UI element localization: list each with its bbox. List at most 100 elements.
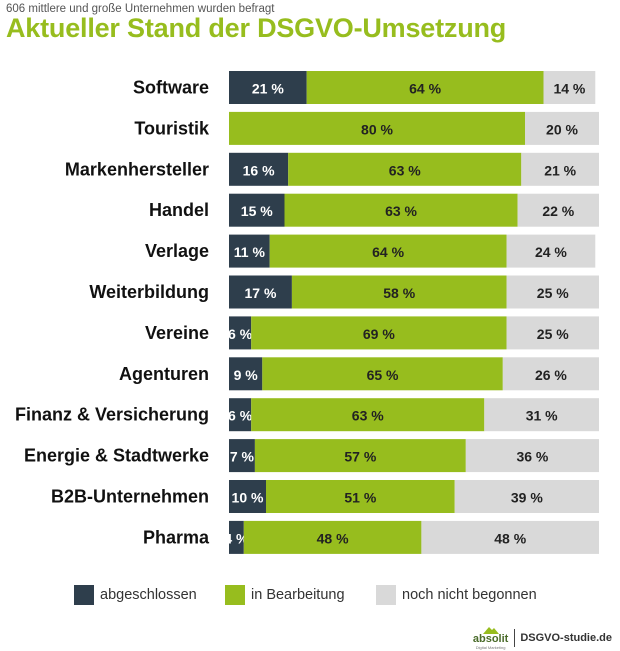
bar-energie-und-stadtwerke-in-bearbeitung [254,439,466,473]
bar-finanz-und-versicherung-noch-nicht-begonnen [484,398,599,432]
legend-swatch-in-bearbeitung [225,585,245,605]
value-label-software-noch-nicht-begonnen: 14 % [553,81,585,97]
bar-handel-noch-nicht-begonnen [517,193,599,227]
legend-item-in-bearbeitung: in Bearbeitung [225,585,345,605]
stacked-bar-chart: Software 21 % 64 % 14 % Touristik 80 % 20 % Mar… [15,71,599,554]
logo-text: absolit [472,633,509,645]
category-label-vereine: Vereine [145,323,209,343]
value-label-markenhersteller-abgeschlossen: 16 % [243,162,275,178]
value-label-agenturen-abgeschlossen: 9 % [234,367,259,383]
value-label-energie-und-stadtwerke-in-bearbeitung: 57 % [344,449,376,465]
bar-markenhersteller-abgeschlossen [229,152,289,186]
category-label-software: Software [133,78,209,98]
value-label-energie-und-stadtwerke-noch-nicht-begonnen: 36 % [516,449,548,465]
bar-handel-abgeschlossen [229,193,285,227]
category-label-verlage: Verlage [145,241,209,261]
chart-title: Aktueller Stand der DSGVO-Umsetzung [6,13,507,43]
absolit-logo: absolit Digital Marketing [473,626,508,650]
bar-software-in-bearbeitung [306,71,544,104]
value-label-weiterbildung-in-bearbeitung: 58 % [383,285,415,301]
bar-b2b-unternehmen-in-bearbeitung [266,480,455,513]
value-label-verlage-noch-nicht-begonnen: 24 % [535,244,567,260]
bar-verlage-noch-nicht-begonnen [506,234,596,268]
bar-energie-und-stadtwerke-abgeschlossen [229,439,255,473]
value-label-verlage-in-bearbeitung: 64 % [372,244,404,260]
bar-weiterbildung-abgeschlossen [229,275,292,309]
legend-label-noch-nicht-begonnen: noch nicht begonnen [402,587,537,603]
legend-label-abgeschlossen: abgeschlossen [100,587,197,603]
bar-b2b-unternehmen-noch-nicht-begonnen [454,480,599,513]
value-label-verlage-abgeschlossen: 11 % [234,244,266,260]
bar-weiterbildung-noch-nicht-begonnen [506,275,599,309]
survey-subtitle: 606 mittlere und große Unternehmen wurde… [6,3,275,15]
bar-markenhersteller-noch-nicht-begonnen [521,152,599,186]
legend-item-noch-nicht-begonnen: noch nicht begonnen [376,585,537,605]
bar-pharma-noch-nicht-begonnen [421,520,599,554]
bar-b2b-unternehmen-abgeschlossen [229,480,266,513]
value-label-markenhersteller-noch-nicht-begonnen: 21 % [544,162,576,178]
category-label-touristik: Touristik [134,118,210,138]
legend-swatch-abgeschlossen [74,585,94,605]
bar-vereine-in-bearbeitung [251,316,507,350]
value-label-energie-und-stadtwerke-abgeschlossen: 7 % [230,449,255,465]
footer: absolit Digital Marketing DSGVO-studie.d… [473,626,612,650]
value-label-markenhersteller-in-bearbeitung: 63 % [389,162,421,178]
value-label-vereine-noch-nicht-begonnen: 25 % [537,326,569,342]
bar-vereine-abgeschlossen [229,316,252,350]
value-label-pharma-in-bearbeitung: 48 % [317,530,349,546]
value-label-vereine-in-bearbeitung: 69 % [363,326,395,342]
bar-energie-und-stadtwerke-noch-nicht-begonnen [465,439,599,473]
value-label-agenturen-noch-nicht-begonnen: 26 % [535,367,567,383]
bar-touristik-noch-nicht-begonnen [525,111,599,145]
value-label-b2b-unternehmen-abgeschlossen: 10 % [232,490,264,506]
bar-finanz-und-versicherung-abgeschlossen [229,398,252,432]
value-label-touristik-in-bearbeitung: 80 % [361,121,393,137]
category-label-pharma: Pharma [143,527,210,547]
value-label-handel-noch-nicht-begonnen: 22 % [542,203,574,219]
bar-finanz-und-versicherung-in-bearbeitung [251,398,485,432]
bar-handel-in-bearbeitung [284,193,518,227]
bar-verlage-in-bearbeitung [269,234,507,268]
value-label-touristik-noch-nicht-begonnen: 20 % [546,121,578,137]
bar-markenhersteller-in-bearbeitung [288,152,522,186]
bar-agenturen-noch-nicht-begonnen [502,357,599,391]
value-label-weiterbildung-abgeschlossen: 17 % [244,285,276,301]
bar-software-noch-nicht-begonnen [543,71,596,104]
logo-tagline: Digital Marketing [475,645,506,650]
bar-weiterbildung-in-bearbeitung [291,275,507,309]
logo-mountain-icon [482,627,499,634]
value-label-handel-abgeschlossen: 15 % [241,203,273,219]
legend-item-abgeschlossen: abgeschlossen [74,585,197,605]
value-label-b2b-unternehmen-in-bearbeitung: 51 % [344,490,376,506]
value-label-pharma-noch-nicht-begonnen: 48 % [494,530,526,546]
footer-site-link[interactable]: DSGVO-studie.de [520,632,612,644]
bar-pharma-in-bearbeitung [243,520,422,554]
category-label-energie-und-stadtwerke: Energie & Stadtwerke [24,446,209,466]
value-label-b2b-unternehmen-noch-nicht-begonnen: 39 % [511,490,543,506]
value-label-vereine-abgeschlossen: 6 % [228,326,253,342]
bar-pharma-abgeschlossen [229,520,244,554]
value-label-pharma-abgeschlossen: 4 % [224,530,249,546]
value-label-handel-in-bearbeitung: 63 % [385,203,417,219]
value-label-finanz-und-versicherung-abgeschlossen: 6 % [228,408,253,424]
footer-separator [514,629,516,647]
bar-vereine-noch-nicht-begonnen [506,316,599,350]
value-label-software-in-bearbeitung: 64 % [409,81,441,97]
legend-swatch-noch-nicht-begonnen [376,585,396,605]
category-label-agenturen: Agenturen [119,364,209,384]
category-label-markenhersteller: Markenhersteller [65,159,209,179]
value-label-finanz-und-versicherung-in-bearbeitung: 63 % [352,408,384,424]
bar-agenturen-abgeschlossen [229,357,263,391]
value-label-agenturen-in-bearbeitung: 65 % [367,367,399,383]
bar-agenturen-in-bearbeitung [262,357,503,391]
bar-touristik-in-bearbeitung [229,111,525,145]
category-label-b2b-unternehmen: B2B-Unternehmen [51,487,209,507]
category-label-finanz-und-versicherung: Finanz & Versicherung [15,405,209,425]
bar-verlage-abgeschlossen [229,234,270,268]
value-label-weiterbildung-noch-nicht-begonnen: 25 % [537,285,569,301]
category-label-handel: Handel [149,200,209,220]
legend-label-in-bearbeitung: in Bearbeitung [251,587,345,603]
value-label-finanz-und-versicherung-noch-nicht-begonnen: 31 % [526,408,558,424]
bar-software-abgeschlossen [229,71,307,104]
value-label-software-abgeschlossen: 21 % [252,81,284,97]
